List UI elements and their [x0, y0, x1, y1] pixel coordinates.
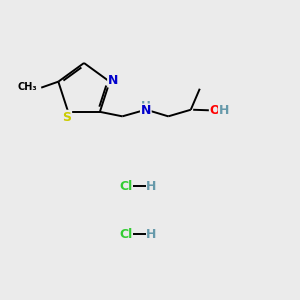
Text: H: H: [146, 227, 156, 241]
Text: Cl: Cl: [119, 227, 133, 241]
Text: H: H: [219, 104, 229, 117]
Text: S: S: [62, 111, 71, 124]
Text: CH₃: CH₃: [18, 82, 37, 92]
Text: O: O: [209, 104, 220, 117]
Text: H: H: [141, 100, 151, 112]
Text: Cl: Cl: [119, 179, 133, 193]
Text: N: N: [108, 74, 119, 87]
Text: H: H: [146, 179, 156, 193]
Text: N: N: [141, 104, 151, 117]
